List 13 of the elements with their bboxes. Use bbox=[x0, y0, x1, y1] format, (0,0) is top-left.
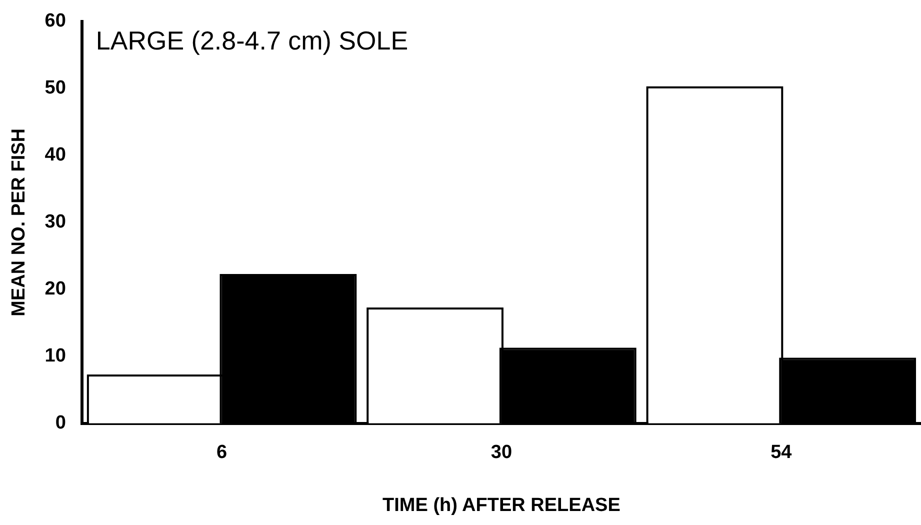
x-tick-label: 6 bbox=[216, 442, 228, 464]
y-tick-label: 30 bbox=[44, 212, 66, 233]
y-axis-title: MEAN NO. PER FISH bbox=[8, 128, 30, 316]
y-tick-label: 50 bbox=[44, 78, 66, 99]
chart-title: LARGE (2.8-4.7 cm) SOLE bbox=[96, 26, 408, 56]
y-tick-label: 60 bbox=[44, 10, 66, 32]
y-tick-label: 20 bbox=[44, 278, 66, 300]
y-tick-label: 0 bbox=[55, 412, 66, 434]
y-tick-label: 40 bbox=[44, 144, 66, 166]
x-axis-title: TIME (h) AFTER RELEASE bbox=[382, 494, 620, 516]
x-tick-label: 54 bbox=[770, 442, 792, 464]
x-tick-label: 30 bbox=[490, 442, 512, 464]
y-tick-label: 10 bbox=[44, 346, 66, 367]
